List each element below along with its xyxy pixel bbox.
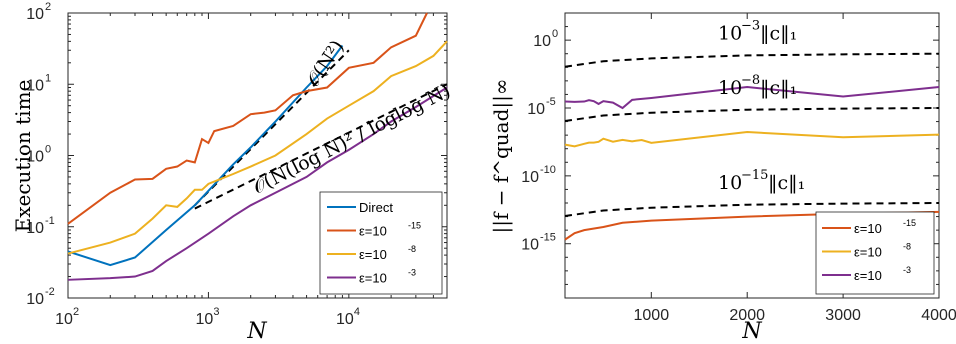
- y-tick-label: 10 -5: [527, 96, 556, 118]
- y-tick-label-exp: 0: [552, 28, 558, 40]
- reference-label-exp: −15: [741, 168, 768, 183]
- x-tick-label-base: 10: [55, 311, 73, 328]
- left-ticks: [67, 13, 448, 299]
- legend-label-exp: -3: [903, 265, 911, 275]
- reference-label: 10−15 ‖c‖₁: [718, 168, 805, 194]
- reference-label-exp: −8: [741, 73, 760, 88]
- series-line: [67, 44, 344, 267]
- y-tick-label: 10 -10: [521, 164, 556, 186]
- x-tick-label-exp: 4: [354, 306, 360, 318]
- x-tick-label: 10 2: [55, 306, 79, 328]
- left-legend: Direct ε=10 -15 ε=10 -8 ε=10 -3: [319, 191, 443, 295]
- y-tick-label-exp: -1: [45, 215, 55, 227]
- reference-label: 10−8 ‖c‖₁: [718, 73, 797, 99]
- y-tick-label: 10 -2: [26, 286, 55, 308]
- legend-label: ε=10: [359, 271, 387, 286]
- x-tick-label: 10 3: [196, 306, 220, 328]
- series-line: [564, 86, 940, 110]
- legend-label: ε=10: [854, 245, 882, 260]
- y-tick-label-exp: 1: [45, 72, 51, 84]
- y-tick-label-base: 10: [533, 33, 551, 50]
- right-legend-box: [815, 211, 935, 295]
- y-tick-label-base: 10: [26, 6, 44, 23]
- reference-label-base: 10: [718, 172, 742, 194]
- series-line: [67, 40, 448, 255]
- y-tick-label-exp: 0: [45, 144, 51, 156]
- x-tick-label-exp: 2: [73, 306, 79, 318]
- series-line: [564, 210, 940, 241]
- y-tick-label: 10 -1: [26, 215, 55, 237]
- y-tick-label-base: 10: [26, 149, 44, 166]
- left-plot: 10 2 10 3 10 410 -210 -110 010 110 2 Execution tim…: [11, 1, 454, 344]
- x-tick-label-exp: 3: [213, 306, 219, 318]
- legend-label-exp: -3: [408, 268, 416, 278]
- x-tick-label-base: 10: [196, 311, 214, 328]
- reference-label-norm: ‖c‖₁: [760, 23, 797, 45]
- series-line: [564, 131, 940, 148]
- y-tick-label-exp: -15: [540, 232, 556, 244]
- y-tick-label-base: 10: [521, 169, 539, 186]
- legend-label-exp: -8: [408, 244, 416, 254]
- y-tick-label: 10 -15: [521, 232, 556, 254]
- reference-label-base: 10: [718, 77, 742, 99]
- y-tick-label-base: 10: [26, 220, 44, 237]
- y-tick-label-base: 10: [527, 101, 545, 118]
- reference-label-norm: ‖c‖₁: [760, 77, 797, 99]
- y-tick-label-exp: 2: [45, 1, 51, 13]
- series-line: [67, 86, 448, 281]
- y-tick-label: 10 2: [26, 1, 51, 23]
- right-y-axis-label: ||f − f^quad||∞: [489, 78, 514, 233]
- y-tick-label-exp: -2: [45, 286, 55, 298]
- right-series: [564, 86, 940, 241]
- legend-label: ε=10: [854, 268, 882, 283]
- legend-label: ε=10: [854, 221, 882, 236]
- y-tick-label: 10 0: [26, 144, 51, 166]
- legend-label: ε=10: [359, 224, 387, 239]
- right-x-axis-label: N: [741, 319, 762, 344]
- x-tick-label: 3000: [825, 307, 861, 324]
- reference-label: 10−3 ‖c‖₁: [718, 19, 797, 45]
- legend-label-exp: -8: [903, 242, 911, 252]
- left-series: [67, 12, 448, 281]
- reference-line: [194, 83, 448, 210]
- right-reference-lines: [564, 52, 940, 217]
- reference-label-exp: −3: [741, 19, 760, 34]
- y-tick-label-exp: -10: [540, 164, 556, 176]
- x-tick-label: 10 4: [336, 306, 360, 328]
- y-tick-label-base: 10: [26, 77, 44, 94]
- legend-label: ε=10: [359, 247, 387, 262]
- x-tick-label: 2000: [729, 307, 765, 324]
- reference-line: [564, 202, 940, 217]
- right-legend: ε=10 -15 ε=10 -8 ε=10 -3: [815, 211, 935, 295]
- legend-label-exp: -15: [903, 218, 916, 228]
- y-tick-label: 10 1: [26, 72, 51, 94]
- y-tick-label-exp: -5: [546, 96, 556, 108]
- x-tick-label: 1000: [634, 307, 670, 324]
- left-x-axis-label: N: [246, 319, 267, 344]
- y-tick-label-base: 10: [26, 291, 44, 308]
- legend-label-exp: -15: [408, 221, 421, 231]
- legend-label: Direct: [359, 200, 393, 215]
- reference-line: [564, 52, 940, 68]
- left-y-axis-label: Execution time: [11, 80, 35, 233]
- reference-label-norm: ‖c‖₁: [768, 172, 805, 194]
- reference-label-base: 10: [718, 23, 742, 45]
- series-line: [67, 12, 428, 225]
- left-tick-labels: 10 2 10 3 10 410 -210 -110 010 110 2: [26, 1, 360, 328]
- y-tick-label: 10 0: [533, 28, 558, 50]
- x-tick-label: 4000: [921, 307, 956, 324]
- reference-line: [564, 107, 940, 122]
- right-reference-labels: 10−3 ‖c‖₁10−8 ‖c‖₁10−15 ‖c‖₁: [718, 19, 805, 194]
- y-tick-label-base: 10: [521, 237, 539, 254]
- x-tick-label-base: 10: [336, 311, 354, 328]
